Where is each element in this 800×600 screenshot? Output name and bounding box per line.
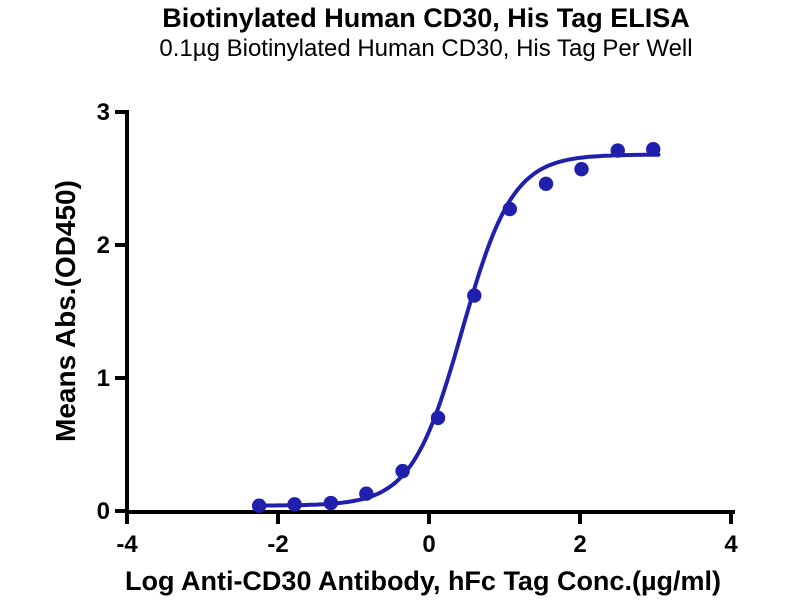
data-point (538, 176, 554, 192)
chart-subtitle: 0.1µg Biotinylated Human CD30, His Tag P… (159, 35, 693, 62)
y-tick-label: 3 (97, 99, 110, 126)
data-point (359, 486, 374, 501)
x-tick-label: 2 (573, 531, 586, 558)
data-point (430, 410, 446, 426)
data-point (502, 201, 517, 217)
fit-curve (254, 152, 661, 508)
y-tick-label: 1 (97, 365, 110, 392)
x-tick-label: -2 (267, 531, 288, 558)
x-tick-label: 4 (724, 531, 738, 558)
data-point (610, 143, 625, 158)
x-tick-label: -4 (116, 531, 138, 558)
data-point (574, 161, 589, 177)
x-tick-label: 0 (422, 531, 435, 558)
data-point (323, 495, 339, 511)
y-tick-label: 0 (97, 498, 110, 525)
data-point (251, 498, 267, 513)
data-point (646, 142, 661, 157)
data-point (467, 288, 482, 303)
data-point (395, 463, 410, 479)
data-point (287, 497, 302, 512)
y-tick-label: 2 (97, 232, 110, 259)
chart-title: Biotinylated Human CD30, His Tag ELISA (162, 3, 690, 33)
x-axis-label: Log Anti-CD30 Antibody, hFc Tag Conc.(µg… (124, 566, 721, 596)
